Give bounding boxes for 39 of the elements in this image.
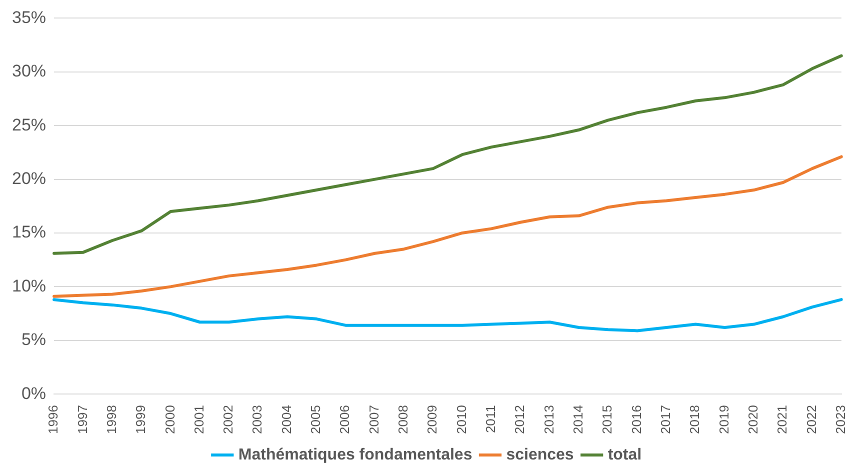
y-tick-label: 25%: [12, 115, 46, 134]
x-tick-label: 2003: [250, 405, 265, 434]
x-tick-label: 2007: [366, 405, 382, 434]
x-tick-label: 2018: [687, 405, 702, 434]
x-tick-label: 2022: [804, 405, 819, 434]
x-tick-label: 2021: [774, 405, 790, 434]
x-tick-label: 2014: [570, 405, 586, 434]
x-tick-label: 2010: [454, 405, 469, 434]
x-tick-label: 2013: [541, 405, 556, 434]
x-tick-label: 1998: [104, 405, 119, 434]
y-tick-label: 35%: [12, 8, 46, 27]
x-tick-label: 2002: [220, 405, 236, 434]
legend-label: Mathématiques fondamentales: [238, 446, 472, 464]
y-tick-label: 5%: [21, 330, 46, 350]
x-tick-label: 2023: [832, 405, 848, 434]
x-tick-label: 2020: [745, 405, 760, 434]
x-tick-label: 2001: [191, 405, 206, 434]
x-tick-label: 2015: [600, 405, 615, 434]
x-tick-label: 2016: [628, 405, 644, 434]
x-tick-label: 2000: [162, 405, 178, 434]
x-tick-label: 2009: [424, 405, 440, 434]
x-tick-label: 1999: [133, 405, 148, 434]
x-tick-label: 1997: [74, 405, 90, 434]
legend-label: total: [608, 446, 642, 464]
x-tick-label: 2019: [716, 405, 732, 434]
x-tick-label: 2004: [278, 405, 294, 434]
x-tick-label: 1996: [46, 405, 61, 434]
y-tick-label: 0%: [21, 384, 46, 403]
x-tick-label: 2011: [483, 405, 498, 434]
y-tick-label: 15%: [12, 222, 46, 242]
x-tick-label: 2012: [512, 405, 528, 434]
y-tick-label: 20%: [12, 168, 46, 188]
legend-label: sciences: [506, 446, 574, 464]
x-tick-label: 2008: [396, 405, 411, 434]
x-tick-label: 2005: [308, 405, 324, 434]
x-tick-label: 2006: [337, 405, 352, 434]
x-tick-label: 2017: [658, 405, 674, 434]
y-tick-label: 30%: [12, 62, 46, 81]
y-tick-label: 10%: [12, 276, 46, 296]
